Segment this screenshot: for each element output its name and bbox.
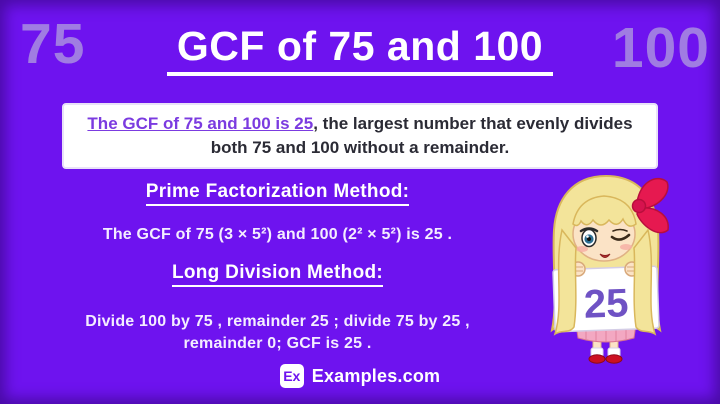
mascot-girl-illustration: 25 (550, 174, 669, 364)
long-division-heading: Long Division Method: (15, 262, 540, 287)
open-eye (579, 227, 599, 248)
blush-left (576, 246, 588, 252)
definition-text: The GCF of 75 and 100 is 25, the largest… (79, 112, 641, 160)
sign-number: 25 (583, 281, 629, 327)
sign-board: 25 (552, 265, 660, 333)
long-division-body: Divide 100 by 75 , remainder 25 ; divide… (15, 311, 540, 355)
definition-box: The GCF of 75 and 100 is 25, the largest… (62, 103, 658, 169)
watermark-number-100: 100 (611, 16, 710, 80)
long-division-line2: remainder 0; GCF is 25 . (183, 335, 372, 352)
methods-column: Prime Factorization Method: The GCF of 7… (15, 0, 540, 404)
mascot-bangs (572, 195, 637, 227)
mascot-mouth (599, 253, 611, 258)
hair-lock-left (553, 228, 577, 336)
hair-lock-right (633, 228, 657, 336)
definition-link[interactable]: The GCF of 75 and 100 is 25 (87, 114, 314, 133)
logo-text: Examples.com (311, 365, 441, 386)
winking-eye (610, 228, 631, 241)
hair-bow (631, 177, 669, 234)
logo-badge-icon: Ex (279, 364, 304, 388)
long-division-line1: Divide 100 by 75 , remainder 25 ; divide… (85, 313, 470, 330)
watermark-number-75: 75 (20, 12, 86, 76)
footer-logo: Ex Examples.com (0, 364, 720, 388)
definition-rest: , the largest number that evenly divides… (210, 114, 633, 157)
blush-right (620, 244, 632, 250)
prime-factorization-body: The GCF of 75 (3 × 5²) and 100 (2² × 5²)… (102, 226, 453, 243)
prime-factorization-heading: Prime Factorization Method: (15, 181, 540, 206)
title-container: GCF of 75 and 100 (0, 23, 720, 77)
page-title: GCF of 75 and 100 (166, 23, 554, 77)
